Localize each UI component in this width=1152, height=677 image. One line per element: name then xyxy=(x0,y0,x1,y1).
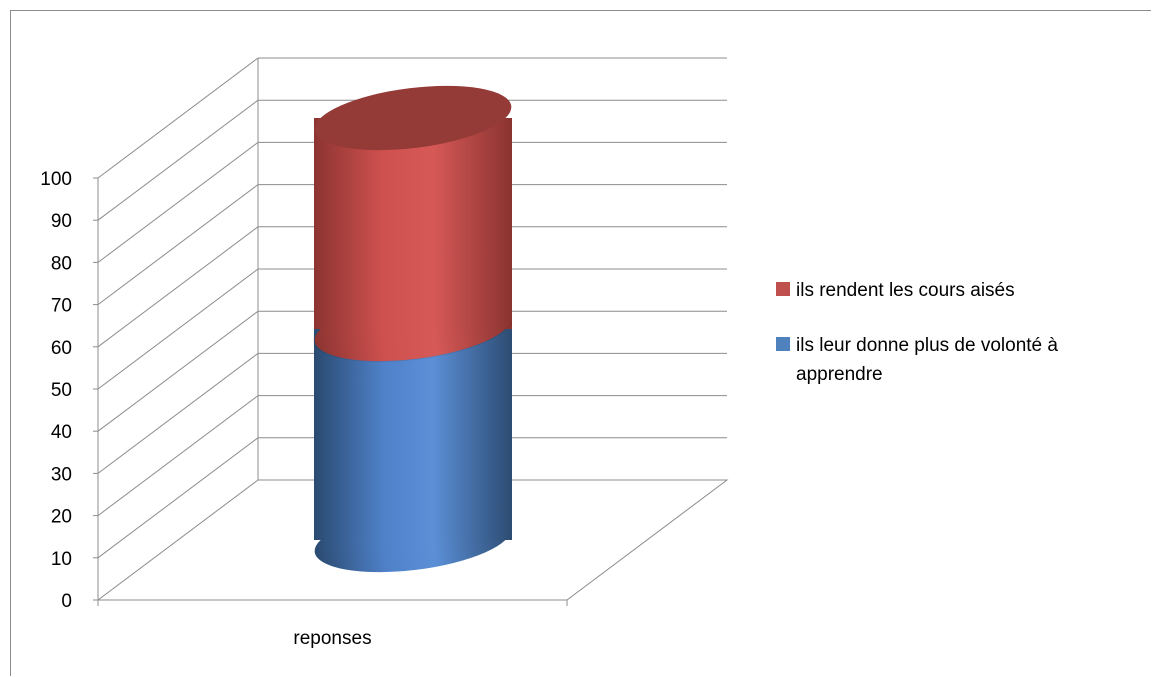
side-gridline xyxy=(97,479,259,601)
side-gridline xyxy=(97,141,259,263)
bar-top-cap xyxy=(314,85,512,151)
legend-label-blue: ils leur donne plus de volonté à apprend… xyxy=(796,335,1058,385)
legend-swatch-blue xyxy=(776,337,790,351)
y-tick-label: 90 xyxy=(51,211,72,232)
bar-body xyxy=(314,118,512,329)
y-tick-label: 80 xyxy=(51,253,72,274)
y-tick-label: 0 xyxy=(61,591,72,612)
y-tick-label: 70 xyxy=(51,296,72,317)
side-gridline xyxy=(97,268,259,390)
legend: ils rendent les cours aisés ils leur don… xyxy=(776,276,1148,415)
legend-item-blue: ils leur donne plus de volonté à apprend… xyxy=(776,331,1148,389)
x-axis-labels: reponses xyxy=(293,628,371,649)
side-gridline xyxy=(97,352,259,474)
y-tick-label: 20 xyxy=(51,507,72,528)
y-tick-label: 30 xyxy=(51,464,72,485)
side-gridline xyxy=(97,437,259,559)
y-tick-label: 60 xyxy=(51,338,72,359)
y-axis-tick-labels: 0 10 20 30 40 50 60 70 80 90 100 xyxy=(40,169,72,612)
y-tick-label: 40 xyxy=(51,422,72,443)
side-gridline xyxy=(97,395,259,516)
side-gridline xyxy=(97,184,259,306)
legend-label-red: ils rendent les cours aisés xyxy=(796,280,1015,301)
axes xyxy=(93,177,568,606)
chart-area xyxy=(10,10,1151,676)
side-gridline xyxy=(97,99,259,221)
y-tick-label: 50 xyxy=(51,380,72,401)
segment-boundary xyxy=(313,320,513,363)
legend-swatch-red xyxy=(776,282,790,296)
side-gridline xyxy=(97,57,259,179)
bars xyxy=(313,85,513,573)
y-tick-label: 100 xyxy=(40,169,72,190)
side-gridline xyxy=(97,310,259,432)
category-label: reponses xyxy=(293,628,371,649)
y-tick-label: 10 xyxy=(51,549,72,570)
side-gridline xyxy=(97,226,259,348)
bar-body xyxy=(314,329,512,540)
legend-item-red: ils rendent les cours aisés xyxy=(776,276,1148,305)
bar-segment-blue xyxy=(314,329,512,573)
bar-segment-red xyxy=(314,85,512,362)
